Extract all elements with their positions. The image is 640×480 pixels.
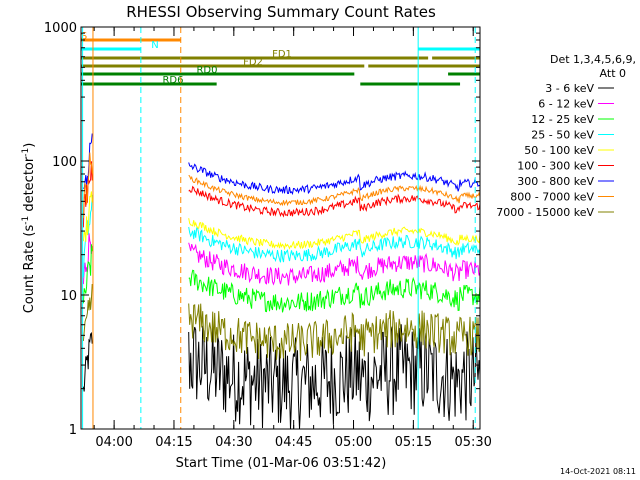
series-line-main [188, 269, 481, 313]
flag-label: FD1 [272, 49, 292, 60]
series-line-early [82, 283, 93, 341]
legend-entry-label: 300 - 800 keV [517, 175, 594, 188]
x-tick-label: 05:30 [454, 435, 491, 450]
flag-label: S [81, 31, 87, 42]
series-line-main [188, 174, 481, 207]
y-tick-label: 100 [52, 155, 77, 170]
vline-layer [82, 27, 476, 429]
series-line-main [188, 218, 481, 251]
series-line-main [188, 242, 481, 286]
flag-layer: S N FD1 FD2 RD0 RD6 [81, 31, 480, 86]
y-tick-label: 10 [60, 289, 77, 304]
series-line-main [188, 324, 481, 430]
flag-label: FD2 [243, 57, 263, 68]
legend-entry-label: 800 - 7000 keV [510, 191, 594, 204]
x-tick-label: 04:45 [275, 435, 312, 450]
legend-entry-label: 3 - 6 keV [545, 82, 594, 95]
footer-date: 14-Oct-2021 08:11 [560, 467, 636, 476]
series-line-main [188, 162, 481, 196]
y-axis-label-start: Count Rate (s [22, 225, 37, 314]
y-axis-label: Count Rate (s-1 detector-1) [21, 143, 37, 314]
legend-entry-label: 25 - 50 keV [531, 129, 594, 142]
legend-entry-label: 100 - 300 keV [517, 160, 594, 173]
series-line-early [82, 331, 93, 392]
flag-label: RD0 [196, 65, 217, 76]
series-line-early [82, 152, 93, 219]
legend-header-detectors: Det 1,3,4,5,6,9, [550, 53, 636, 66]
y-axis-label-sup-1: -1 [21, 216, 31, 225]
legend-entry-label: 50 - 100 keV [524, 144, 594, 157]
series-line-main [188, 226, 481, 263]
data-layer [82, 133, 481, 430]
x-tick-label: 04:15 [155, 435, 192, 450]
x-tick-label: 05:00 [335, 435, 372, 450]
legend-entry-label: 7000 - 15000 keV [496, 206, 594, 219]
series-line-main [188, 303, 481, 361]
y-tick-label: 1 [69, 423, 77, 438]
series-line-main [188, 185, 481, 218]
y-tick-label: 1000 [44, 21, 77, 36]
y-axis-label-mid: detector [22, 156, 37, 216]
chart-title: RHESSI Observing Summary Count Rates [126, 3, 436, 21]
legend: Det 1,3,4,5,6,9, Att 0 3 - 6 keV 6 - 12 k… [496, 53, 636, 219]
plot-frame [80, 26, 481, 430]
legend-entry-label: 6 - 12 keV [538, 98, 594, 111]
y-axis-label-sup-2: -1 [21, 148, 31, 157]
series-line-early [82, 244, 93, 304]
legend-header-attenuator: Att 0 [600, 67, 626, 80]
axis-layer: 1 10 100 1000 04:00 04:15 04:30 04:45 05:00 05:15… [44, 21, 492, 450]
x-tick-label: 04:30 [215, 435, 252, 450]
legend-entry-label: 12 - 25 keV [531, 113, 594, 126]
y-axis-label-end: ) [22, 143, 37, 148]
series-line-early [82, 191, 93, 242]
x-tick-label: 05:15 [395, 435, 432, 450]
x-axis-label: Start Time (01-Mar-06 03:51:42) [176, 456, 387, 471]
flag-label: N [151, 40, 158, 51]
x-tick-label: 04:00 [95, 435, 132, 450]
flag-label: RD6 [162, 75, 183, 86]
